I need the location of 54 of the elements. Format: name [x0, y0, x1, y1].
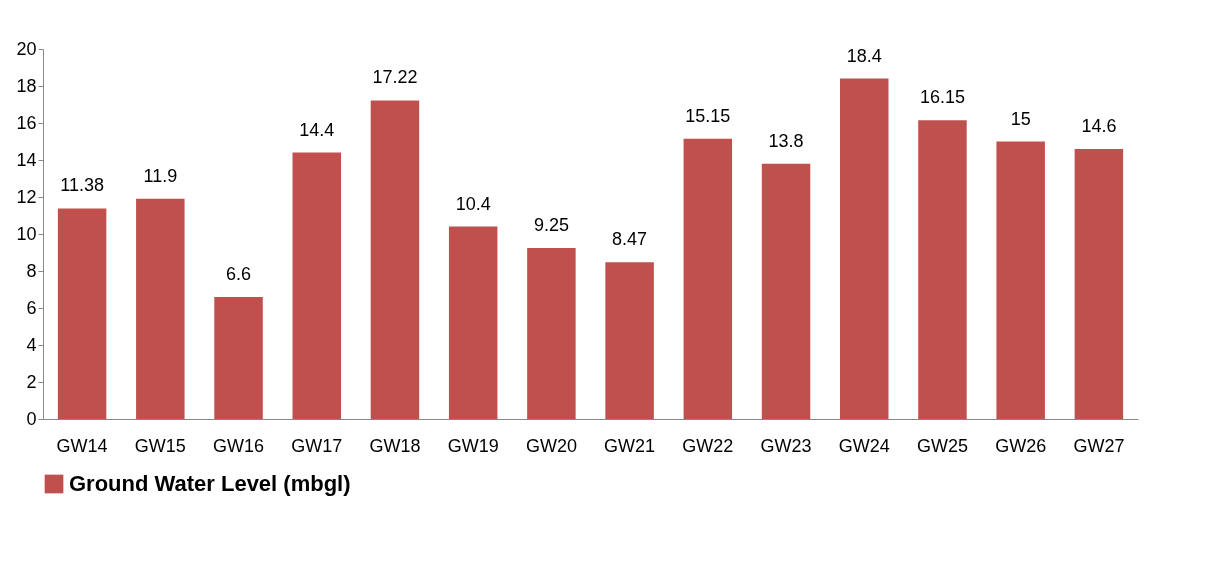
x-tick-label: GW14 — [56, 435, 108, 456]
y-tick-label: 18 — [16, 75, 37, 96]
bar — [214, 296, 263, 419]
y-tick-label: 10 — [16, 223, 37, 244]
bar — [292, 152, 341, 419]
bar — [918, 120, 967, 419]
y-tick-label: 6 — [26, 297, 37, 318]
x-tick-label: GW21 — [604, 435, 656, 456]
x-tick-label: GW20 — [525, 435, 577, 456]
y-tick-label: 16 — [16, 112, 37, 133]
x-tick-label: GW26 — [995, 435, 1047, 456]
data-label: 15 — [1010, 108, 1031, 129]
x-tick-label: GW17 — [291, 435, 343, 456]
data-label: 10.4 — [455, 193, 491, 214]
data-label: 18.4 — [846, 45, 882, 66]
bar — [527, 247, 576, 419]
x-tick-label: GW27 — [1073, 435, 1125, 456]
data-label: 15.15 — [685, 105, 731, 126]
data-label: 8.47 — [612, 229, 648, 250]
bar — [448, 226, 498, 419]
bar — [996, 141, 1045, 419]
y-tick-label: 14 — [16, 149, 37, 170]
bar — [1074, 148, 1124, 419]
data-label: 11.38 — [60, 175, 104, 196]
y-tick-label: 4 — [26, 334, 37, 355]
bar — [136, 198, 185, 419]
bar — [683, 138, 733, 419]
y-tick-label: 12 — [16, 186, 37, 207]
bar — [57, 208, 107, 419]
y-tick-label: 20 — [16, 38, 37, 59]
bar — [761, 163, 811, 419]
x-tick-label: GW23 — [760, 435, 812, 456]
x-tick-label: GW25 — [916, 435, 968, 456]
data-label: 14.6 — [1081, 115, 1117, 136]
x-tick-label: GW22 — [682, 435, 734, 456]
x-tick-label: GW15 — [134, 435, 186, 456]
bar — [840, 78, 889, 419]
x-tick-label: GW16 — [213, 435, 265, 456]
x-tick-label: GW18 — [369, 435, 421, 456]
data-label: 11.9 — [143, 165, 178, 186]
x-tick-label: GW24 — [838, 435, 890, 456]
data-label: 13.8 — [768, 130, 804, 151]
y-tick-label: 0 — [26, 408, 37, 429]
bar — [605, 262, 654, 419]
data-label: 17.22 — [372, 67, 418, 88]
data-label: 6.6 — [226, 263, 252, 284]
y-tick-label: 8 — [26, 260, 37, 281]
data-label: 9.25 — [533, 214, 569, 235]
legend-label: Ground Water Level (mbgl) — [69, 471, 351, 496]
bar — [370, 100, 420, 419]
x-tick-label: GW19 — [447, 435, 499, 456]
y-tick-label: 2 — [26, 371, 37, 392]
data-label: 14.4 — [299, 119, 335, 140]
data-label: 16.15 — [919, 87, 965, 108]
